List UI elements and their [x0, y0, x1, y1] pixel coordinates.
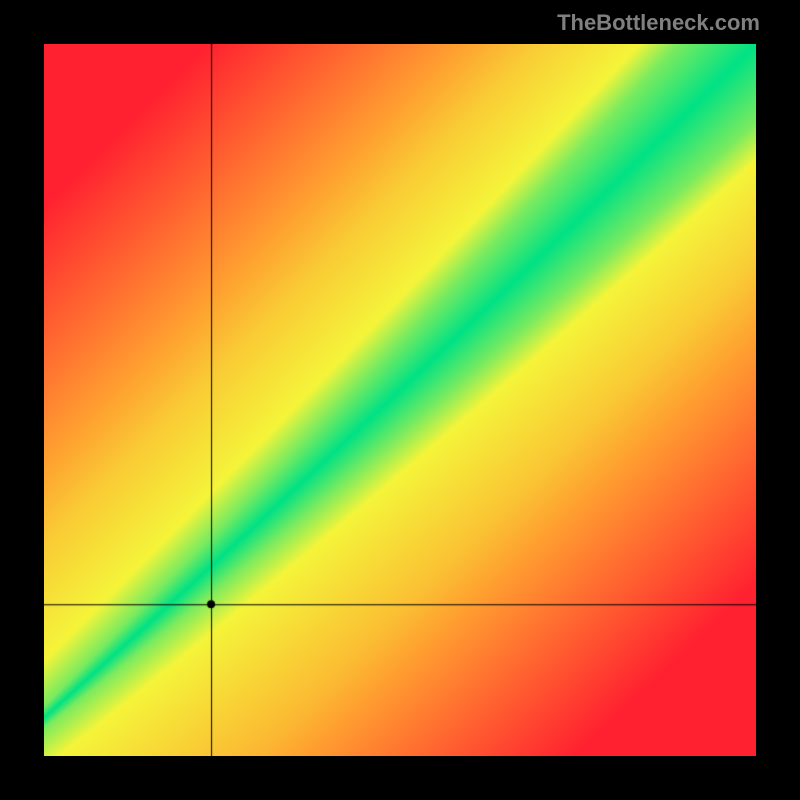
heatmap-canvas: [44, 44, 756, 756]
watermark-text: TheBottleneck.com: [557, 10, 760, 36]
chart-container: TheBottleneck.com: [0, 0, 800, 800]
heatmap-chart: [44, 44, 756, 756]
